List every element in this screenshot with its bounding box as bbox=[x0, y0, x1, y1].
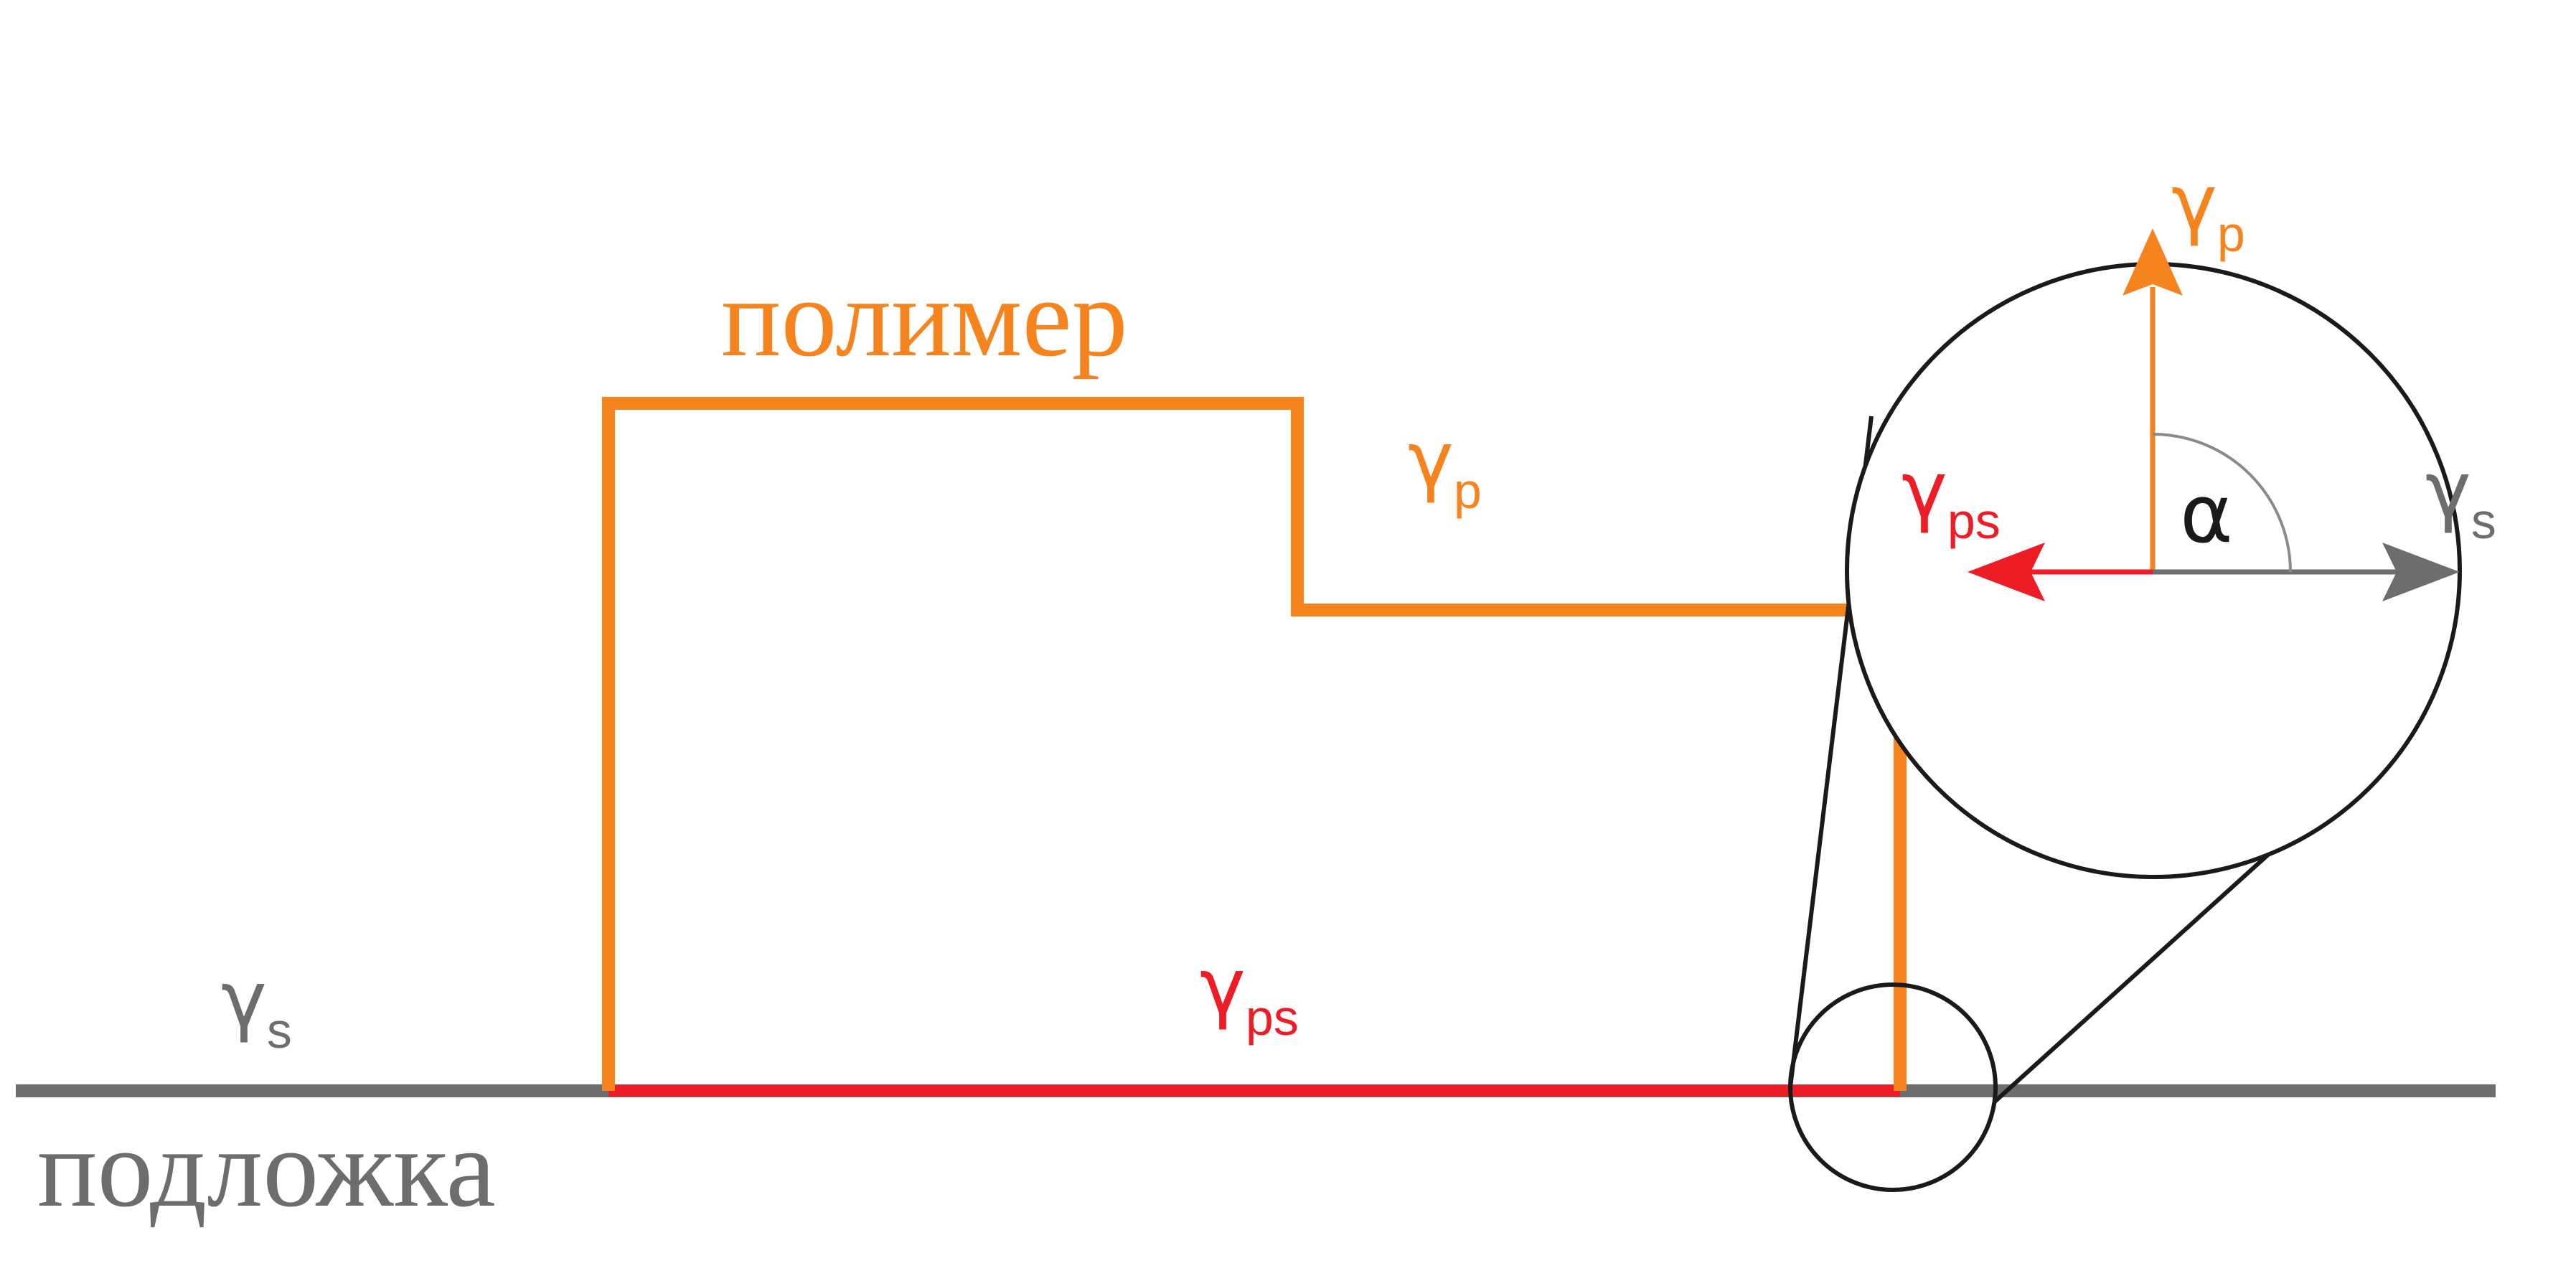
zoom-gamma-p-symbol: γ bbox=[2171, 159, 2217, 248]
gamma-p-arrow-head bbox=[2123, 228, 2183, 296]
zoom-gamma-p-label: γp bbox=[2171, 159, 2245, 262]
gamma-s-symbol: γ bbox=[221, 955, 267, 1045]
substrate-title: подложка bbox=[37, 1106, 496, 1230]
alpha-angle-arc bbox=[2152, 433, 2292, 573]
gamma-s-arrow-head bbox=[2382, 543, 2460, 601]
gamma-s-label: γs bbox=[221, 955, 292, 1059]
zoom-gamma-ps-subscript: ps bbox=[1947, 493, 2001, 549]
zoom-gamma-ps-symbol: γ bbox=[1902, 446, 1947, 535]
zoom-gamma-p-subscript: p bbox=[2217, 206, 2245, 262]
polymer-title: полимер bbox=[721, 255, 1128, 380]
gamma-ps-arrow-head bbox=[1968, 543, 2045, 601]
gamma-ps-subscript: ps bbox=[1246, 990, 1299, 1046]
zoom-gamma-s-subscript: s bbox=[2471, 493, 2496, 549]
alpha-label: α bbox=[2180, 468, 2233, 561]
zoom-gamma-s-symbol: γ bbox=[2425, 446, 2471, 535]
gamma-ps-label: γps bbox=[1200, 942, 1299, 1046]
zoom-gamma-s-label: γs bbox=[2425, 446, 2496, 549]
gamma-p-label: γp bbox=[1408, 416, 1482, 519]
gamma-p-symbol: γ bbox=[1408, 416, 1454, 505]
polymer-outline bbox=[602, 397, 1907, 1091]
gamma-s-subscript: s bbox=[267, 1003, 292, 1059]
gamma-p-subscript: p bbox=[1454, 463, 1482, 519]
zoom-gamma-ps-label: γps bbox=[1902, 446, 2001, 549]
gamma-ps-symbol: γ bbox=[1200, 942, 1246, 1032]
